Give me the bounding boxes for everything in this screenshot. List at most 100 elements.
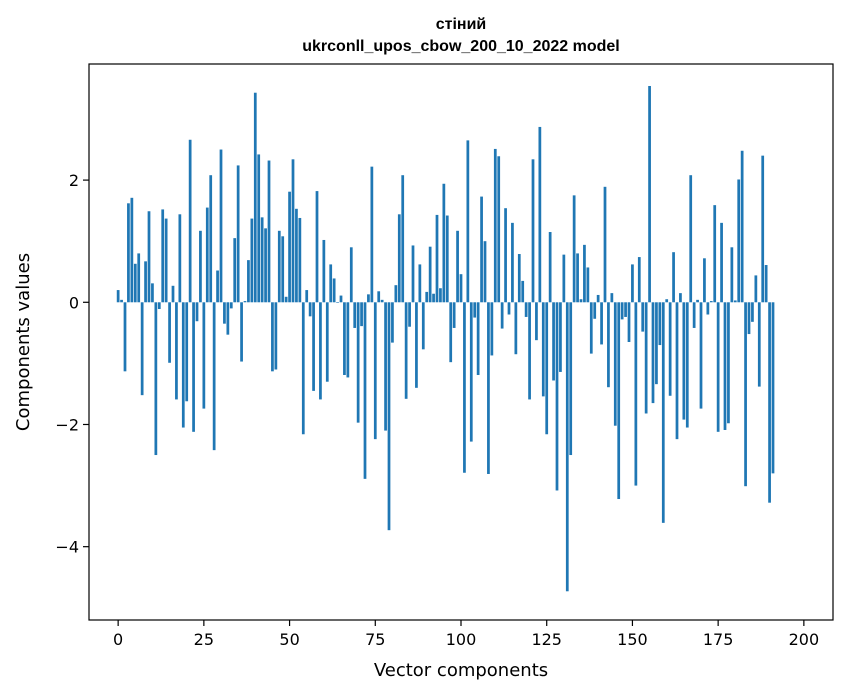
x-tick-label: 175 xyxy=(703,630,734,649)
chart-title: стіний xyxy=(436,16,487,33)
bar xyxy=(315,191,319,303)
bar xyxy=(223,302,226,324)
bar xyxy=(418,264,422,303)
bar xyxy=(483,241,487,303)
x-axis-label: Vector components xyxy=(374,660,548,681)
bar xyxy=(284,296,288,303)
bar xyxy=(497,156,501,303)
bar xyxy=(456,230,459,303)
bar xyxy=(576,253,579,303)
x-tick-label: 0 xyxy=(113,630,123,649)
bar xyxy=(397,214,401,303)
bar xyxy=(120,299,123,303)
bar xyxy=(411,245,415,303)
bar xyxy=(682,302,686,420)
bar xyxy=(356,302,360,423)
bar xyxy=(178,214,182,303)
bar xyxy=(247,260,250,303)
y-tick-label: −4 xyxy=(55,538,79,557)
bar xyxy=(737,179,741,303)
bar xyxy=(476,302,480,375)
bar xyxy=(703,258,706,303)
bar xyxy=(583,244,586,303)
bar xyxy=(528,302,531,400)
bar xyxy=(531,159,535,303)
bar xyxy=(617,302,621,500)
x-tick-label: 200 xyxy=(789,630,820,649)
bar xyxy=(253,92,257,303)
bar xyxy=(140,302,144,396)
bar xyxy=(325,302,329,382)
bar xyxy=(555,302,559,491)
bar xyxy=(552,302,555,381)
bar xyxy=(699,302,703,409)
y-tick-label: 2 xyxy=(69,171,79,190)
bar xyxy=(730,247,734,303)
bar xyxy=(298,217,302,303)
bar xyxy=(754,275,758,303)
bar xyxy=(733,300,737,303)
bar xyxy=(559,302,562,372)
bar xyxy=(373,302,377,440)
bar xyxy=(600,302,603,345)
bar xyxy=(473,302,477,318)
bar xyxy=(439,288,442,303)
bar xyxy=(274,302,278,370)
bar xyxy=(133,263,137,303)
bar xyxy=(260,217,264,303)
y-tick-label: −2 xyxy=(55,415,79,434)
bar xyxy=(367,294,370,303)
bar xyxy=(449,302,453,363)
bar xyxy=(589,302,593,354)
bar xyxy=(572,195,576,303)
bar xyxy=(384,302,387,431)
bar xyxy=(624,302,627,317)
x-tick-label: 150 xyxy=(617,630,648,649)
bar xyxy=(771,302,775,474)
bar xyxy=(277,230,281,303)
bar xyxy=(233,238,237,303)
bar xyxy=(181,302,185,428)
bar xyxy=(188,139,192,303)
bar xyxy=(442,183,446,303)
bar xyxy=(343,302,346,375)
plot-frame xyxy=(88,63,834,621)
bar xyxy=(511,222,514,303)
bar xyxy=(137,253,141,303)
bar xyxy=(490,302,494,356)
bar xyxy=(154,302,158,456)
bar xyxy=(613,302,617,426)
bar xyxy=(747,302,751,335)
bars-layer xyxy=(116,85,775,592)
bar xyxy=(415,302,418,388)
bar xyxy=(192,302,195,432)
bar xyxy=(634,302,638,486)
bar xyxy=(161,209,165,303)
bar xyxy=(593,302,597,319)
bar xyxy=(435,214,439,303)
bar xyxy=(562,254,566,303)
bar xyxy=(692,302,696,328)
bar xyxy=(171,285,175,303)
bar xyxy=(720,222,723,303)
bar xyxy=(151,283,154,303)
bar xyxy=(147,211,151,303)
bar xyxy=(377,291,381,303)
bar xyxy=(603,186,607,303)
bar xyxy=(271,302,274,372)
bar xyxy=(744,302,747,487)
bar xyxy=(264,228,267,303)
bar xyxy=(504,208,507,303)
bar xyxy=(607,302,610,388)
bar xyxy=(291,159,295,303)
bar xyxy=(727,302,730,424)
bar xyxy=(596,294,600,303)
bar xyxy=(401,175,405,303)
bar xyxy=(391,302,394,343)
x-tick-label: 25 xyxy=(194,630,214,649)
bar xyxy=(240,302,243,362)
bar xyxy=(209,175,213,303)
bar xyxy=(380,299,384,303)
bar xyxy=(713,205,717,303)
bar xyxy=(480,196,483,303)
